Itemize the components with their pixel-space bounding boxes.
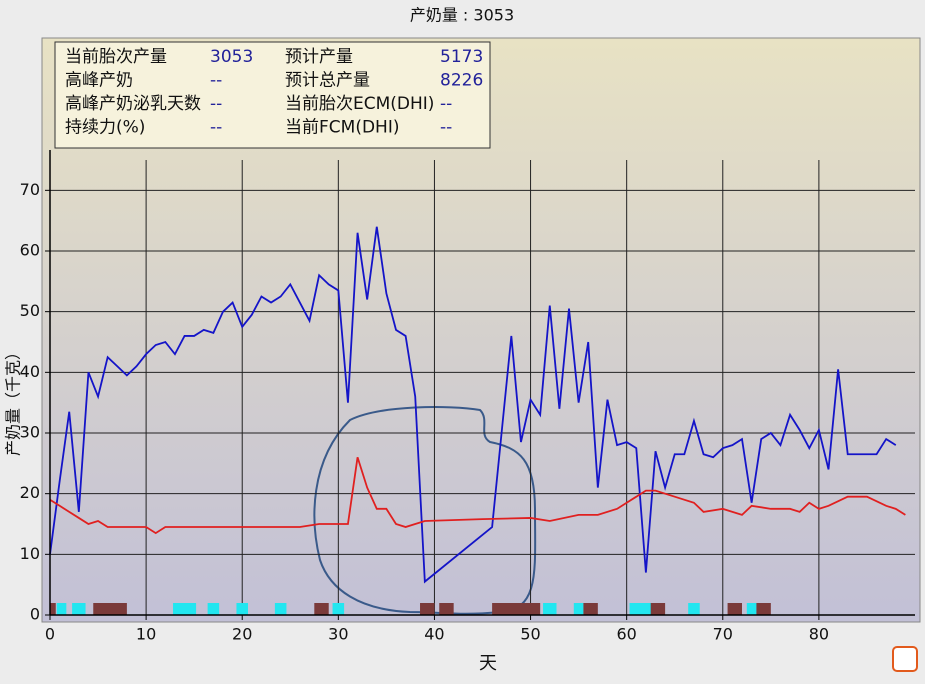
- event-marker: [492, 603, 541, 615]
- info-value: --: [440, 94, 452, 114]
- info-label: 预计产量: [285, 47, 353, 67]
- x-tick-label: 20: [232, 625, 252, 644]
- y-tick-label: 50: [20, 301, 40, 320]
- info-value: --: [210, 94, 222, 114]
- y-tick-label: 70: [20, 180, 40, 199]
- event-marker: [756, 603, 771, 615]
- event-marker: [93, 603, 127, 615]
- info-label: 高峰产奶泌乳天数: [65, 94, 201, 114]
- info-value: 5173: [440, 47, 483, 67]
- info-value: 3053: [210, 47, 253, 67]
- event-marker: [650, 603, 666, 615]
- y-tick-label: 20: [20, 483, 40, 502]
- event-marker: [629, 603, 652, 615]
- info-label: 高峰产奶: [65, 71, 133, 91]
- info-value: --: [210, 71, 222, 91]
- event-marker: [72, 603, 86, 615]
- x-tick-label: 60: [616, 625, 636, 644]
- event-marker: [583, 603, 598, 615]
- event-marker: [688, 603, 700, 615]
- event-marker: [236, 603, 248, 615]
- event-marker: [274, 603, 287, 615]
- event-marker: [173, 603, 197, 615]
- info-box: [54, 41, 491, 149]
- x-tick-label: 50: [520, 625, 540, 644]
- x-tick-label: 10: [136, 625, 156, 644]
- y-axis-label: 产奶量（千克）: [4, 344, 23, 456]
- info-label: 当前胎次产量: [65, 47, 167, 67]
- x-tick-label: 0: [45, 625, 55, 644]
- y-tick-label: 60: [20, 241, 40, 260]
- info-value: --: [440, 118, 452, 138]
- data-line: [49, 456, 906, 535]
- info-label: 当前FCM(DHI): [285, 118, 399, 138]
- x-tick-label: 40: [424, 625, 444, 644]
- event-marker: [727, 603, 742, 615]
- event-marker: [543, 603, 557, 615]
- event-marker: [439, 603, 454, 615]
- event-marker: [420, 603, 435, 615]
- info-label: 预计总产量: [285, 71, 370, 91]
- info-value: 8226: [440, 71, 483, 91]
- info-value: --: [210, 118, 222, 138]
- y-tick-label: 30: [20, 423, 40, 442]
- event-marker: [50, 603, 56, 615]
- y-tick-label: 0: [30, 605, 40, 624]
- data-line: [49, 226, 897, 584]
- event-marker: [314, 603, 329, 615]
- annotation-loop: [313, 406, 537, 615]
- info-label: 持续力(%): [65, 118, 145, 138]
- event-marker: [207, 603, 220, 615]
- x-tick-label: 30: [328, 625, 348, 644]
- event-marker: [746, 603, 757, 615]
- chart-title: 产奶量 : 3053: [410, 6, 514, 25]
- event-marker: [56, 603, 67, 615]
- x-axis-label: 天: [479, 653, 497, 674]
- y-tick-label: 40: [20, 362, 40, 381]
- event-marker: [573, 603, 584, 615]
- x-tick-label: 70: [713, 625, 733, 644]
- marks-layer: 当前胎次产量 3053 预计产量 5173 高峰产奶 -- 预计总产量 8226 高峰产奶泌乳天…: [20, 47, 915, 644]
- x-tick-label: 80: [809, 625, 829, 644]
- watermark-icon: [892, 646, 918, 672]
- event-marker: [332, 603, 345, 615]
- info-label: 当前胎次ECM(DHI): [285, 94, 434, 114]
- y-tick-label: 10: [20, 544, 40, 563]
